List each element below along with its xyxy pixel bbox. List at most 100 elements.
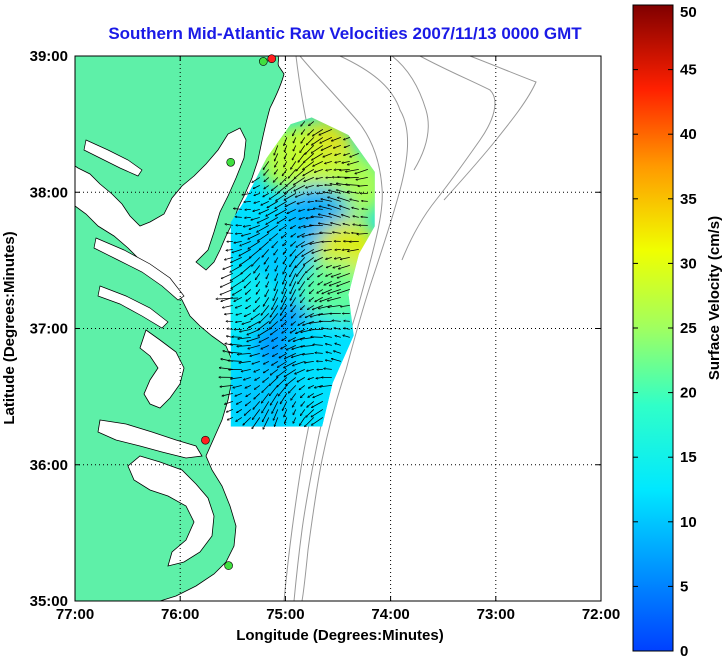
- y-tick-label: 38:00: [30, 184, 68, 201]
- velocity-vector: [286, 177, 297, 186]
- velocity-vector: [228, 361, 242, 362]
- velocity-vector: [344, 145, 350, 147]
- velocity-vector: [338, 265, 350, 268]
- velocity-vector: [308, 377, 314, 379]
- velocity-vector: [241, 369, 251, 371]
- velocity-vector: [220, 281, 233, 287]
- velocity-vector: [274, 417, 279, 426]
- velocity-vector: [264, 169, 270, 175]
- y-axis-label: Latitude (Degrees:Minutes): [1, 231, 18, 424]
- velocity-vector: [233, 385, 242, 387]
- velocity-vector: [269, 321, 279, 329]
- velocity-vector: [312, 153, 324, 160]
- velocity-vector: [312, 401, 323, 407]
- velocity-vector: [281, 345, 287, 349]
- velocity-vector: [311, 409, 324, 417]
- velocity-vector: [342, 249, 350, 250]
- velocity-vector: [230, 344, 242, 346]
- velocity-vector: [275, 265, 279, 271]
- velocity-vector: [307, 273, 315, 279]
- velocity-vector: [335, 343, 341, 346]
- velocity-vector: [343, 224, 350, 226]
- velocity-vector: [237, 409, 243, 412]
- velocity-vector: [270, 393, 279, 405]
- velocity-vector: [353, 216, 359, 218]
- velocity-vector: [340, 169, 350, 170]
- river-channel-2: [97, 285, 169, 329]
- velocity-vector: [329, 281, 341, 285]
- velocity-vector: [274, 249, 279, 255]
- velocity-vector: [283, 273, 288, 284]
- velocity-vector: [318, 214, 332, 218]
- x-tick-label: 73:00: [477, 606, 515, 623]
- velocity-vector: [224, 313, 233, 314]
- velocity-vector: [331, 223, 341, 226]
- velocity-vector: [285, 201, 296, 206]
- y-ticks: 39:00 38:00 37:00 36:00 35:00: [30, 48, 601, 610]
- speed-sample: [298, 260, 367, 329]
- velocity-vector: [313, 208, 323, 209]
- velocity-vector: [320, 137, 332, 143]
- velocity-vector: [297, 233, 305, 237]
- velocity-vector: [241, 265, 252, 274]
- velocity-vector: [315, 201, 323, 202]
- velocity-vector: [311, 145, 324, 153]
- velocity-vector: [275, 201, 288, 208]
- velocity-vector: [283, 241, 288, 245]
- velocity-vector: [281, 313, 288, 320]
- velocity-vector: [344, 328, 350, 330]
- velocity-vector: [266, 265, 270, 271]
- velocity-vector: [293, 145, 297, 151]
- velocity-vector: [326, 273, 332, 276]
- velocity-vector: [296, 265, 306, 276]
- velocity-vector: [255, 273, 261, 279]
- velocity-vector: [281, 321, 288, 326]
- velocity-vector: [282, 401, 288, 410]
- velocity-vector: [273, 177, 279, 182]
- velocity-vector: [272, 361, 279, 365]
- velocity-vector: [274, 153, 279, 161]
- velocity-vector: [325, 161, 332, 163]
- velocity-vector: [307, 401, 315, 407]
- velocity-vector: [290, 329, 297, 333]
- velocity-vector: [290, 257, 297, 266]
- velocity-vector: [325, 360, 332, 362]
- velocity-vector: [243, 377, 251, 379]
- velocity-vector: [334, 257, 341, 258]
- velocity-vector: [248, 233, 260, 239]
- velocity-vector: [317, 289, 324, 293]
- velocity-vector: [286, 377, 297, 385]
- velocity-vector: [227, 417, 233, 420]
- velocity-vector: [274, 281, 279, 290]
- speed-sample: [230, 267, 278, 336]
- velocity-vector: [216, 297, 239, 299]
- velocity-vector: [337, 289, 350, 293]
- velocity-vector: [313, 129, 324, 136]
- velocity-vector: [266, 281, 270, 287]
- velocity-vector: [294, 185, 305, 191]
- velocity-vector: [312, 137, 324, 145]
- velocity-vector: [284, 193, 296, 200]
- velocity-vector: [237, 353, 251, 354]
- velocity-vector: [239, 361, 251, 363]
- velocity-vector: [297, 377, 306, 382]
- velocity-vector: [284, 185, 297, 193]
- y-tick-label: 39:00: [30, 48, 68, 65]
- velocity-vector: [319, 206, 332, 210]
- velocity-vector: [347, 191, 359, 194]
- velocity-vector: [302, 249, 314, 256]
- velocity-vector: [259, 209, 269, 213]
- velocity-vector: [300, 393, 306, 397]
- velocity-vector: [311, 337, 323, 338]
- velocity-vector: [291, 233, 297, 237]
- colorbar-tick-label: 40: [680, 126, 697, 143]
- velocity-vector: [356, 177, 368, 179]
- velocity-vector: [361, 201, 368, 202]
- colorbar-tick-label: 15: [680, 449, 697, 466]
- velocity-vector: [243, 225, 251, 226]
- velocity-vector: [242, 321, 251, 324]
- velocity-vector: [306, 409, 315, 417]
- velocity-vector: [341, 215, 350, 218]
- velocity-vector: [307, 305, 315, 309]
- velocity-vector: [353, 224, 359, 225]
